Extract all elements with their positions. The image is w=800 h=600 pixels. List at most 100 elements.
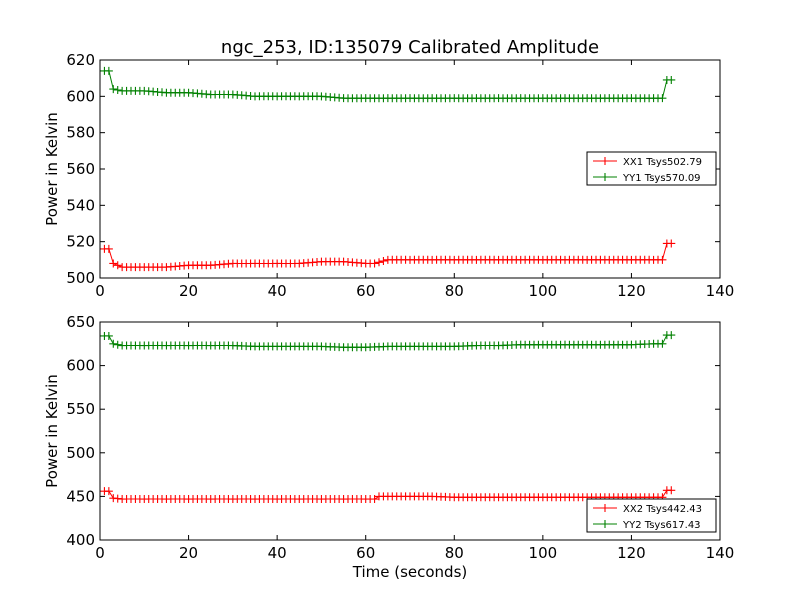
data-point bbox=[268, 259, 277, 268]
data-point bbox=[268, 495, 277, 503]
data-point bbox=[180, 341, 189, 350]
y-tick-label: 500 bbox=[66, 444, 95, 462]
x-tick-label: 0 bbox=[95, 544, 105, 562]
data-point bbox=[667, 486, 676, 495]
data-point bbox=[600, 340, 609, 349]
data-point bbox=[290, 342, 299, 351]
data-point bbox=[445, 255, 454, 264]
data-point bbox=[623, 255, 631, 264]
data-point bbox=[512, 493, 521, 502]
data-point bbox=[135, 263, 144, 272]
data-point bbox=[445, 94, 454, 103]
legend-label: YY1 Tsys570.09 bbox=[622, 173, 701, 184]
data-point bbox=[578, 94, 587, 103]
data-point bbox=[654, 255, 662, 264]
data-point bbox=[468, 94, 476, 103]
data-point bbox=[290, 259, 299, 268]
data-point bbox=[379, 257, 388, 265]
data-point bbox=[224, 495, 233, 503]
data-point bbox=[135, 341, 144, 350]
data-point bbox=[512, 94, 521, 103]
data-point bbox=[246, 342, 255, 351]
data-point bbox=[401, 342, 410, 351]
data-point bbox=[645, 255, 654, 264]
data-point bbox=[224, 341, 233, 350]
data-point bbox=[335, 93, 344, 102]
data-point bbox=[109, 85, 118, 94]
data-point bbox=[645, 340, 654, 348]
data-point bbox=[375, 258, 383, 267]
data-point bbox=[357, 495, 366, 503]
data-point bbox=[534, 94, 543, 103]
data-point bbox=[490, 341, 499, 350]
data-point bbox=[379, 342, 388, 351]
data-point bbox=[180, 495, 189, 503]
x-tick-label: 120 bbox=[617, 544, 646, 562]
data-point bbox=[468, 341, 476, 350]
legend-label: YY2 Tsys617.43 bbox=[622, 520, 701, 531]
data-point bbox=[113, 261, 122, 270]
x-tick-label: 0 bbox=[95, 282, 105, 300]
data-point bbox=[290, 495, 299, 503]
data-point bbox=[578, 493, 587, 502]
data-point bbox=[423, 94, 432, 103]
legend-marker bbox=[601, 504, 609, 512]
legend-label: XX1 Tsys502.79 bbox=[623, 157, 702, 168]
y-tick-label: 550 bbox=[66, 400, 95, 418]
x-tick-label: 120 bbox=[617, 282, 646, 300]
x-tick-label: 140 bbox=[706, 282, 735, 300]
data-point bbox=[104, 66, 113, 75]
y-tick-label: 450 bbox=[66, 487, 95, 505]
data-point bbox=[113, 340, 122, 349]
data-point bbox=[202, 261, 211, 270]
y-tick-label: 650 bbox=[66, 313, 95, 331]
data-point bbox=[104, 331, 113, 340]
legend-label: XX2 Tsys442.43 bbox=[623, 504, 702, 515]
data-point bbox=[445, 342, 454, 351]
data-point bbox=[534, 493, 543, 502]
data-point bbox=[490, 255, 499, 264]
data-point bbox=[534, 255, 543, 264]
data-point bbox=[379, 94, 388, 103]
data-point bbox=[534, 340, 543, 349]
legend-marker bbox=[601, 157, 609, 165]
data-point bbox=[645, 94, 654, 103]
data-point bbox=[667, 331, 676, 340]
data-point bbox=[313, 92, 321, 101]
data-point bbox=[556, 340, 565, 349]
data-point bbox=[423, 342, 432, 351]
data-point bbox=[490, 493, 499, 502]
data-point bbox=[113, 86, 122, 94]
data-point bbox=[158, 341, 166, 350]
data-point bbox=[423, 255, 432, 264]
data-point bbox=[158, 495, 166, 503]
data-point bbox=[401, 492, 410, 501]
x-tick-label: 20 bbox=[179, 282, 198, 300]
data-point bbox=[366, 259, 375, 268]
data-point bbox=[600, 255, 609, 264]
data-point bbox=[654, 94, 662, 103]
x-tick-label: 60 bbox=[356, 544, 375, 562]
chart-title: ngc_253, ID:135079 Calibrated Amplitude bbox=[221, 37, 599, 58]
y-axis-label: Power in Kelvin bbox=[43, 112, 61, 226]
data-point bbox=[313, 342, 321, 351]
data-point bbox=[357, 259, 366, 268]
data-point bbox=[423, 492, 432, 501]
y-tick-label: 520 bbox=[66, 233, 95, 251]
data-point bbox=[313, 495, 321, 503]
data-point bbox=[578, 255, 587, 264]
data-point bbox=[401, 94, 410, 103]
data-point bbox=[623, 94, 631, 103]
data-point bbox=[335, 343, 344, 352]
data-point bbox=[556, 493, 565, 502]
data-point bbox=[104, 487, 113, 496]
data-point bbox=[578, 340, 587, 349]
y-tick-label: 620 bbox=[66, 51, 95, 69]
data-point bbox=[158, 263, 166, 272]
legend: XX1 Tsys502.79 YY1 Tsys570.09 bbox=[586, 151, 717, 186]
data-point bbox=[109, 339, 118, 348]
top-plot: 0 20 40 60 80 100 120 140 500 520 540 560 580 600 620 P… bbox=[43, 51, 734, 300]
legend-box bbox=[586, 498, 717, 533]
legend-marker bbox=[601, 173, 609, 181]
